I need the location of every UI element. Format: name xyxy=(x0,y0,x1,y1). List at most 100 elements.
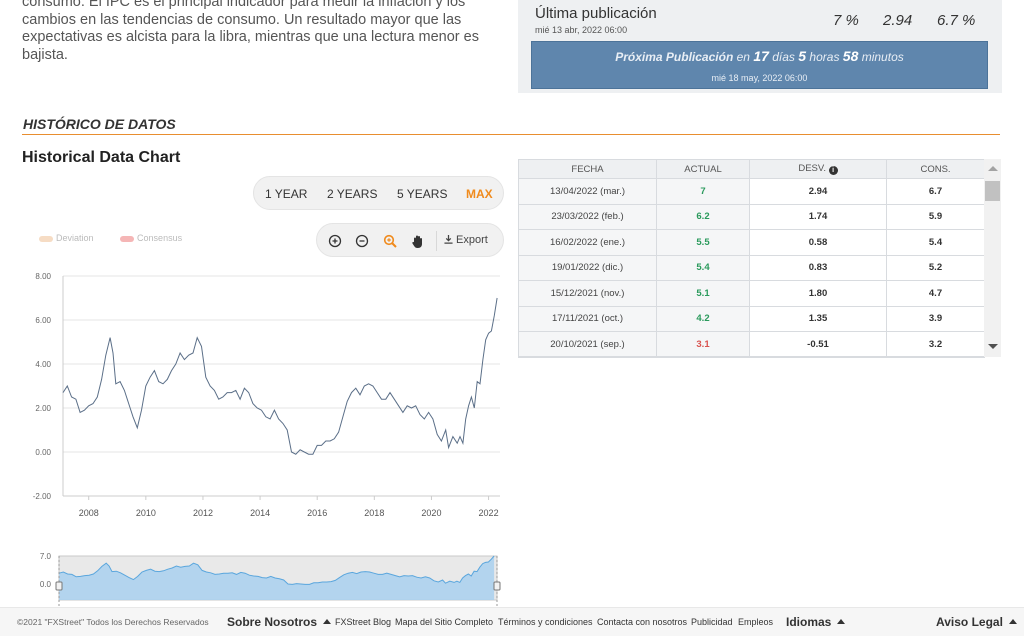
consensus-swatch xyxy=(120,235,135,242)
footer: ©2021 "FXStreet" Todos los Derechos Rese… xyxy=(0,607,1024,636)
navigator-line xyxy=(58,555,495,585)
cell-actual: 3.1 xyxy=(656,331,750,358)
section-divider xyxy=(22,134,1000,135)
scroll-up-icon[interactable] xyxy=(988,166,998,171)
x-tick-label: 2020 xyxy=(421,508,441,518)
column-header-fecha[interactable]: FECHA xyxy=(518,159,657,179)
chart-navigator[interactable]: 7.0 0.0 xyxy=(28,548,504,606)
zoom-in-icon[interactable] xyxy=(327,233,343,249)
cell-fecha: 20/10/2021 (sep.) xyxy=(518,331,657,358)
x-tick-label: 2008 xyxy=(79,508,99,518)
footer-copyright: ©2021 "FXStreet" Todos los Derechos Rese… xyxy=(17,617,209,627)
table-row: 16/02/2022 (ene.) 5.5 0.58 5.4 xyxy=(518,229,1001,256)
x-tick-label: 2016 xyxy=(307,508,327,518)
chart-toolbar: Export xyxy=(316,223,504,257)
table-header-row: FECHA ACTUAL DESV. i CONS. xyxy=(518,159,1001,179)
chart-legend: Deviation Consensus xyxy=(39,233,206,243)
table-row: 15/12/2021 (nov.) 5.1 1.80 4.7 xyxy=(518,280,1001,307)
section-title: HISTÓRICO DE DATOS xyxy=(23,116,176,132)
navigator-right-handle[interactable] xyxy=(493,581,501,591)
publication-panel: Última publicación mié 13 abr, 2022 06:0… xyxy=(518,0,1002,93)
next-publication-date: mié 18 may, 2022 06:00 xyxy=(711,73,808,83)
column-header-desv[interactable]: DESV. i xyxy=(749,159,887,179)
footer-link-sitemap[interactable]: Mapa del Sitio Completo xyxy=(395,617,494,627)
cell-desv: 0.83 xyxy=(749,254,887,281)
info-icon[interactable]: i xyxy=(828,166,838,175)
table-row: 20/10/2021 (sep.) 3.1 -0.51 3.2 xyxy=(518,331,1001,358)
footer-link-advertising[interactable]: Publicidad xyxy=(691,617,733,627)
footer-link-contact[interactable]: Contacta con nosotros xyxy=(597,617,688,627)
cell-fecha: 16/02/2022 (ene.) xyxy=(518,229,657,256)
legend-deviation-label: Deviation xyxy=(56,233,94,243)
footer-link-terms[interactable]: Términos y condiciones xyxy=(498,617,593,627)
y-tick-label: 4.00 xyxy=(35,360,51,369)
table-row: 23/03/2022 (feb.) 6.2 1.74 5.9 xyxy=(518,203,1001,230)
zoom-out-icon[interactable] xyxy=(354,233,370,249)
cell-actual: 5.5 xyxy=(656,229,750,256)
cell-fecha: 15/12/2021 (nov.) xyxy=(518,280,657,307)
table-scrollbar[interactable] xyxy=(984,159,1001,357)
cell-actual: 4.2 xyxy=(656,305,750,332)
footer-legal-label: Aviso Legal xyxy=(936,615,1003,629)
cell-fecha: 13/04/2022 (mar.) xyxy=(518,178,657,205)
cpi-series-line xyxy=(62,297,498,455)
navigator-left-handle[interactable] xyxy=(55,581,63,591)
range-2-years-button[interactable]: 2 YEARS xyxy=(327,187,378,201)
column-header-actual[interactable]: ACTUAL xyxy=(656,159,750,179)
cell-desv: 1.80 xyxy=(749,280,887,307)
footer-about-menu[interactable]: Sobre Nosotros xyxy=(227,615,332,629)
cell-fecha: 17/11/2021 (oct.) xyxy=(518,305,657,332)
legend-deviation[interactable]: Deviation xyxy=(39,233,106,243)
export-label: Export xyxy=(456,234,488,246)
caret-up-icon xyxy=(323,619,332,624)
cell-desv: -0.51 xyxy=(749,331,887,358)
x-tick-label: 2010 xyxy=(136,508,156,518)
export-button[interactable]: Export xyxy=(444,234,488,246)
historical-data-table: FECHA ACTUAL DESV. i CONS. 13/04/2022 (m… xyxy=(518,159,1001,358)
next-publication-countdown: Próxima Publicación en 17 días 5 horas 5… xyxy=(532,48,987,64)
cell-desv: 0.58 xyxy=(749,229,887,256)
pan-hand-icon[interactable] xyxy=(410,233,426,249)
cell-cons: 3.9 xyxy=(886,305,985,332)
cell-fecha: 23/03/2022 (feb.) xyxy=(518,203,657,230)
footer-link-blog[interactable]: FXStreet Blog xyxy=(335,617,392,627)
cell-cons: 4.7 xyxy=(886,280,985,307)
cell-desv: 2.94 xyxy=(749,178,887,205)
footer-languages-menu[interactable]: Idiomas xyxy=(786,615,846,629)
countdown-hours: 5 xyxy=(798,48,807,64)
indicator-description: consumo. El IPC es el principal indicado… xyxy=(22,0,479,63)
cell-actual: 5.4 xyxy=(656,254,750,281)
range-1-year-button[interactable]: 1 YEAR xyxy=(265,187,308,201)
navigator-area xyxy=(59,556,495,600)
last-publication-date: mié 13 abr, 2022 06:00 xyxy=(535,25,628,35)
next-publication-box: Próxima Publicación en 17 días 5 horas 5… xyxy=(531,41,988,89)
countdown-minutes-label: minutos xyxy=(861,50,904,64)
range-selector: 1 YEAR 2 YEARS 5 YEARS MAX xyxy=(253,176,504,210)
range-max-button[interactable]: MAX xyxy=(466,187,493,201)
footer-about-label: Sobre Nosotros xyxy=(227,615,318,629)
next-publication-label: Próxima Publicación xyxy=(615,50,734,64)
zoom-select-icon[interactable] xyxy=(382,233,398,249)
historical-line-chart[interactable]: 8.00 6.00 4.00 2.00 0.00 -2.00 2008 2010 2012 201… xyxy=(28,266,504,526)
footer-link-jobs[interactable]: Empleos xyxy=(738,617,774,627)
footer-legal-menu[interactable]: Aviso Legal xyxy=(936,615,1017,629)
cell-cons: 5.2 xyxy=(886,254,985,281)
countdown-days-label: días xyxy=(772,50,795,64)
scroll-thumb[interactable] xyxy=(985,181,1000,201)
cell-desv: 1.74 xyxy=(749,203,887,230)
legend-consensus-label: Consensus xyxy=(137,233,183,243)
scroll-down-icon[interactable] xyxy=(988,344,998,349)
last-actual-value: 7 % xyxy=(833,12,859,29)
navigator-y-label: 0.0 xyxy=(40,580,52,589)
x-tick-label: 2022 xyxy=(479,508,499,518)
cell-actual: 5.1 xyxy=(656,280,750,307)
cell-cons: 5.4 xyxy=(886,229,985,256)
navigator-y-label: 7.0 xyxy=(40,552,52,561)
cell-cons: 3.2 xyxy=(886,331,985,358)
last-publication-title: Última publicación xyxy=(535,5,657,22)
column-header-cons[interactable]: CONS. xyxy=(886,159,985,179)
range-5-years-button[interactable]: 5 YEARS xyxy=(397,187,448,201)
cell-desv: 1.35 xyxy=(749,305,887,332)
cell-cons: 6.7 xyxy=(886,178,985,205)
legend-consensus[interactable]: Consensus xyxy=(120,233,194,243)
